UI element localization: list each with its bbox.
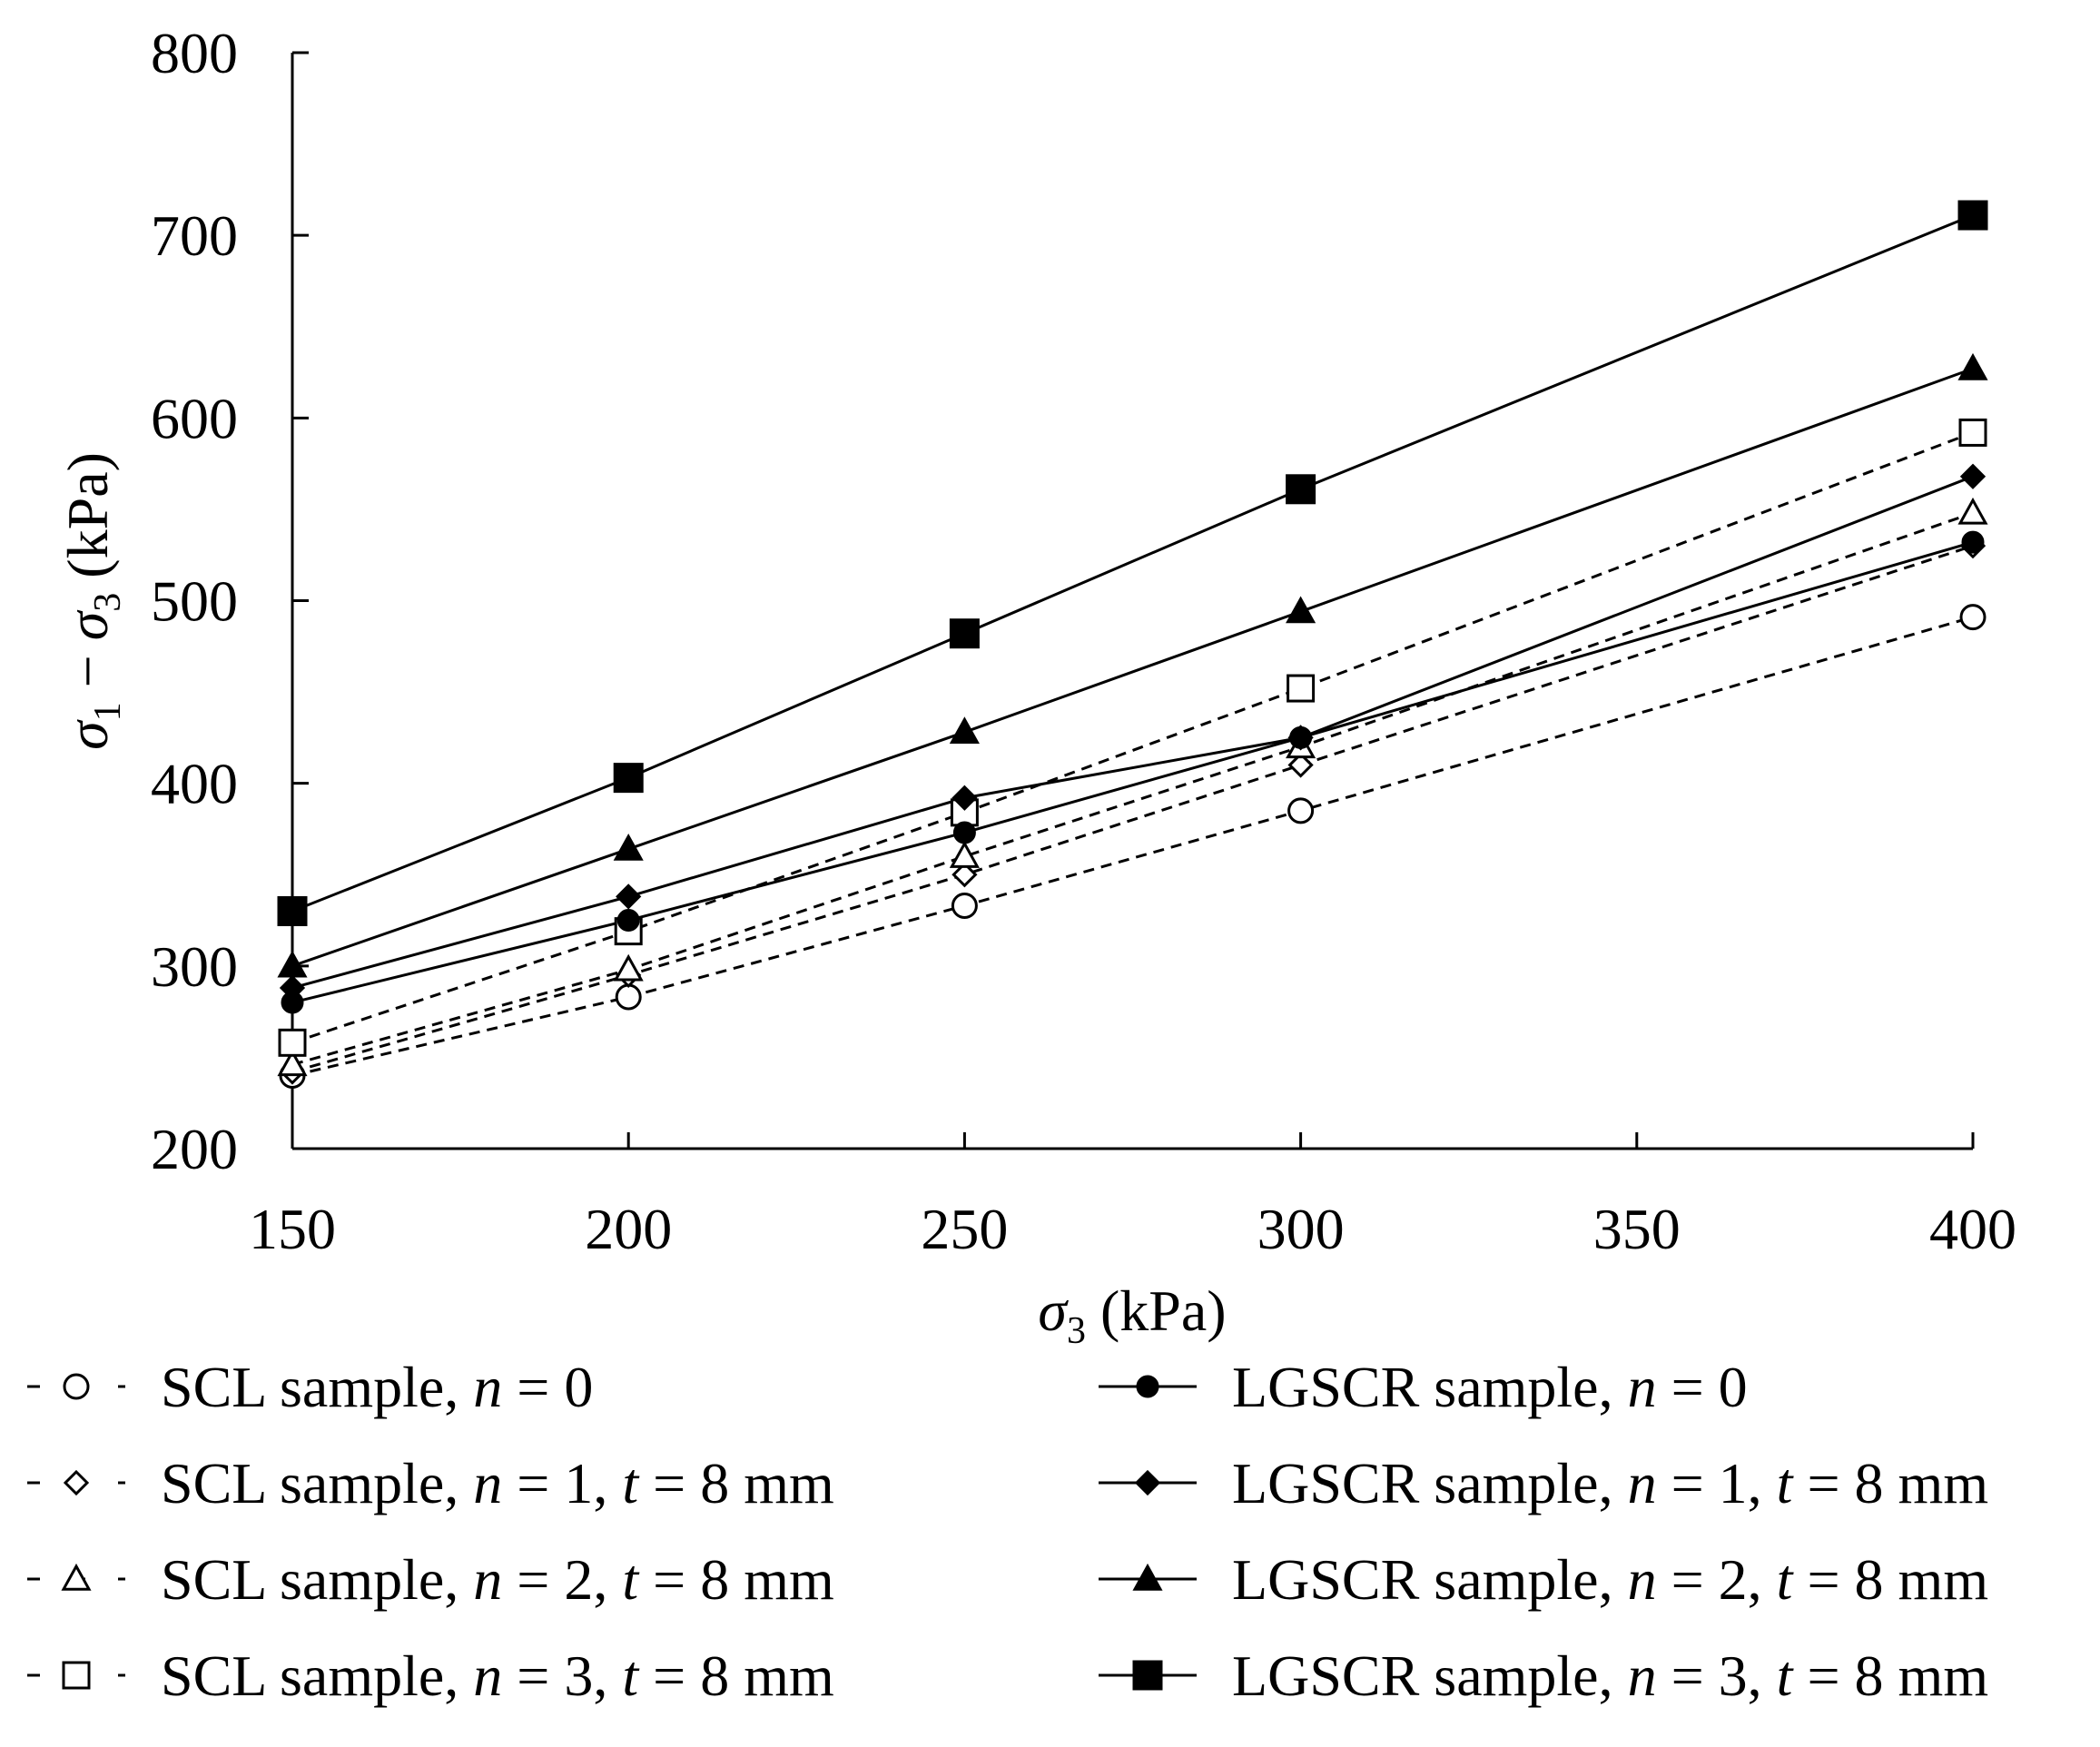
- y-ticks: 200 300 400 500 600 700 800: [151, 21, 309, 1181]
- legend-marker: [63, 1469, 90, 1496]
- data-point-2: [951, 862, 978, 888]
- data-point-6: [1287, 725, 1314, 751]
- x-tick-label: 350: [1593, 1197, 1681, 1261]
- data-point-8: [613, 763, 644, 794]
- series-markers: [277, 200, 1988, 1090]
- data-point-5: [616, 909, 640, 933]
- data-point-7: [613, 833, 644, 861]
- data-point-3: [1957, 497, 1988, 525]
- data-point-7: [1957, 352, 1988, 380]
- legend-label: SCL sample, n = 2, t = 8 mm: [161, 1547, 834, 1612]
- legend-marker: [1132, 1660, 1163, 1691]
- legend-item-7: LGSCR sample, n = 2, t = 8 mm: [1099, 1547, 1988, 1612]
- y-tick-label: 300: [151, 934, 238, 999]
- legend-marker: [1136, 1375, 1159, 1398]
- data-point-7: [1286, 596, 1316, 624]
- series-line-5: [291, 540, 1974, 1004]
- data-point-5: [1961, 530, 1985, 554]
- data-point-6: [951, 785, 978, 811]
- legend-label: LGSCR sample, n = 0: [1232, 1355, 1748, 1419]
- series-line-3: [291, 511, 1974, 1066]
- data-point-1: [1959, 604, 1987, 631]
- legend-item-2: SCL sample, n = 1, t = 8 mm: [27, 1451, 834, 1515]
- data-point-6: [616, 883, 642, 910]
- y-tick-label: 400: [151, 752, 238, 816]
- data-point-4: [1958, 418, 1987, 447]
- data-point-4: [1287, 674, 1316, 703]
- y-tick-label: 700: [151, 203, 238, 268]
- legend-label: LGSCR sample, n = 2, t = 8 mm: [1232, 1547, 1988, 1612]
- x-tick-label: 200: [585, 1197, 672, 1261]
- x-axis-title: σ3 (kPa): [1038, 1278, 1226, 1352]
- legend-item-3: SCL sample, n = 2, t = 8 mm: [27, 1547, 834, 1612]
- data-point-8: [1957, 200, 1988, 231]
- x-tick-label: 250: [921, 1197, 1008, 1261]
- y-tick-label: 500: [151, 569, 238, 634]
- data-point-7: [949, 716, 980, 745]
- series-line-1: [291, 616, 1974, 1077]
- data-point-6: [279, 974, 306, 1002]
- legend-marker: [61, 1563, 92, 1591]
- data-point-4: [278, 1028, 307, 1057]
- data-point-1: [951, 892, 978, 919]
- legend-item-8: LGSCR sample, n = 3, t = 8 mm: [1099, 1643, 1988, 1708]
- legend-label: SCL sample, n = 3, t = 8 mm: [161, 1643, 834, 1708]
- series-line-7: [291, 367, 1974, 968]
- data-point-7: [277, 950, 308, 978]
- series-line-8: [291, 213, 1974, 913]
- data-point-3: [613, 953, 644, 982]
- legend-label: LGSCR sample, n = 3, t = 8 mm: [1232, 1643, 1988, 1708]
- axes: [291, 53, 1973, 1150]
- y-axis-title: σ1 − σ3 (kPa): [55, 452, 129, 750]
- legend: SCL sample, n = 0 SCL sample, n = 1, t = …: [27, 1355, 1988, 1708]
- series-line-6: [291, 475, 1974, 990]
- series-lines: [291, 213, 1974, 1077]
- data-point-1: [615, 983, 642, 1011]
- data-point-3: [949, 841, 980, 868]
- x-tick-label: 400: [1929, 1197, 2016, 1261]
- series-line-4: [291, 431, 1974, 1044]
- x-tick-label: 150: [249, 1197, 336, 1261]
- legend-label: LGSCR sample, n = 1, t = 8 mm: [1232, 1451, 1988, 1515]
- data-point-3: [277, 1049, 308, 1077]
- legend-item-4: SCL sample, n = 3, t = 8 mm: [27, 1643, 834, 1708]
- legend-label: SCL sample, n = 1, t = 8 mm: [161, 1451, 834, 1515]
- legend-item-1: SCL sample, n = 0: [27, 1355, 593, 1419]
- y-tick-label: 200: [151, 1117, 238, 1181]
- legend-item-5: LGSCR sample, n = 0: [1099, 1355, 1748, 1419]
- y-tick-label: 600: [151, 386, 238, 450]
- legend-marker: [63, 1373, 90, 1400]
- data-point-8: [1286, 474, 1316, 505]
- legend-marker: [62, 1661, 91, 1690]
- legend-label: SCL sample, n = 0: [161, 1355, 593, 1419]
- data-point-2: [1287, 752, 1314, 778]
- legend-item-6: LGSCR sample, n = 1, t = 8 mm: [1099, 1451, 1988, 1515]
- x-tick-label: 300: [1257, 1197, 1345, 1261]
- data-point-1: [1287, 797, 1315, 824]
- data-point-8: [277, 895, 308, 926]
- data-point-8: [949, 618, 980, 649]
- x-ticks: 150 200 250 300 350 400: [249, 1132, 2016, 1261]
- y-tick-label: 800: [151, 21, 238, 85]
- data-point-5: [952, 821, 976, 844]
- legend-marker: [1134, 1469, 1161, 1496]
- data-point-6: [1959, 463, 1987, 489]
- legend-marker: [1132, 1563, 1163, 1591]
